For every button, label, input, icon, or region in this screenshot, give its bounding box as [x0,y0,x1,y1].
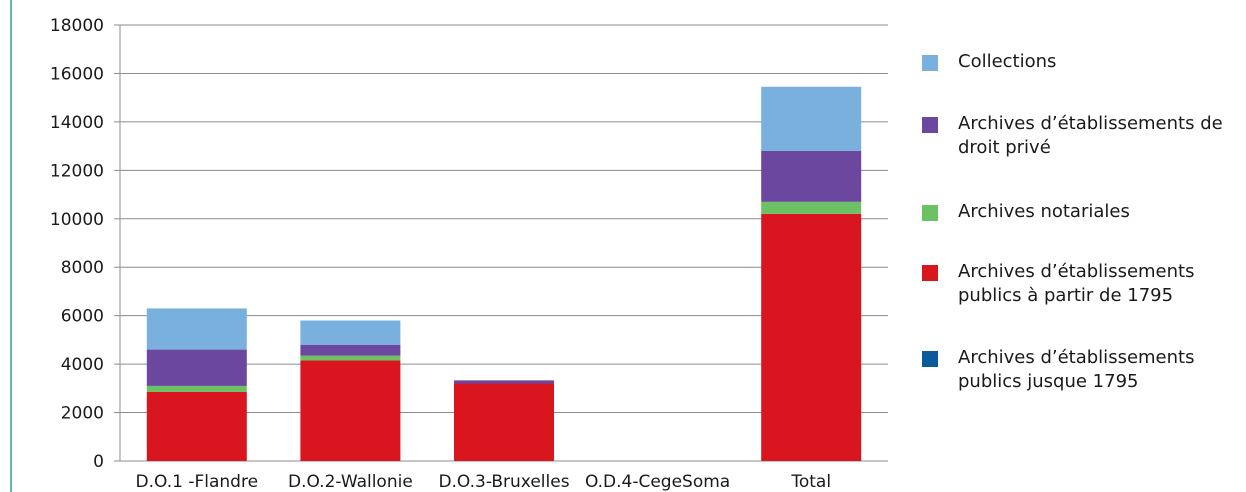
legend-label: Collections [958,51,1057,72]
x-category-label: D.O.2-Wallonie [288,472,413,492]
legend-swatch [922,265,938,281]
bar-segment [454,380,554,384]
bar-segment [300,360,401,461]
bar-segment [300,344,401,356]
bar-segment [146,391,247,461]
legend-swatch [922,351,938,367]
bar-segment [146,349,247,386]
bar-segment [300,320,401,345]
y-tick-label: 18000 [50,16,104,36]
legend-swatch [922,55,938,71]
bar-segment [146,308,247,350]
legend-item: Collections [922,50,1246,74]
bar-segment [761,213,862,461]
legend-swatch [922,117,938,133]
bar-segment [300,355,401,361]
legend-item: Archives d’établissements publics à part… [922,260,1246,308]
x-category-label: D.O.3-Bruxelles [438,472,569,492]
y-tick-label: 6000 [61,307,104,327]
legend-item: Archives notariales [922,200,1246,224]
x-category-label: Total [790,472,831,492]
legend-swatch [922,205,938,221]
x-category-label: D.O.1 -Flandre [136,472,259,492]
page-border-line [10,0,12,492]
bar-segment [761,201,862,214]
bar-segment [761,86,862,151]
legend-label: Archives d’établissements publics jusque… [958,347,1195,392]
bar-segment [454,383,554,461]
bar-segment [146,385,247,392]
y-tick-label: 4000 [61,355,104,375]
legend-label: Archives notariales [958,201,1130,222]
y-tick-label: 8000 [61,258,104,278]
y-tick-label: 16000 [50,64,104,84]
legend-label: Archives d’établissements de droit privé [958,113,1223,158]
x-category-label: O.D.4-CegeSoma [585,472,730,492]
legend-item: Archives d’établissements publics jusque… [922,346,1246,394]
bar-segment [761,150,862,202]
legend-label: Archives d’établissements publics à part… [958,261,1195,306]
legend-item: Archives d’établissements de droit privé [922,112,1246,160]
y-tick-label: 2000 [61,404,104,424]
y-tick-label: 14000 [50,113,104,133]
y-tick-label: 10000 [50,210,104,230]
y-tick-label: 0 [93,452,104,472]
y-tick-label: 12000 [50,161,104,181]
